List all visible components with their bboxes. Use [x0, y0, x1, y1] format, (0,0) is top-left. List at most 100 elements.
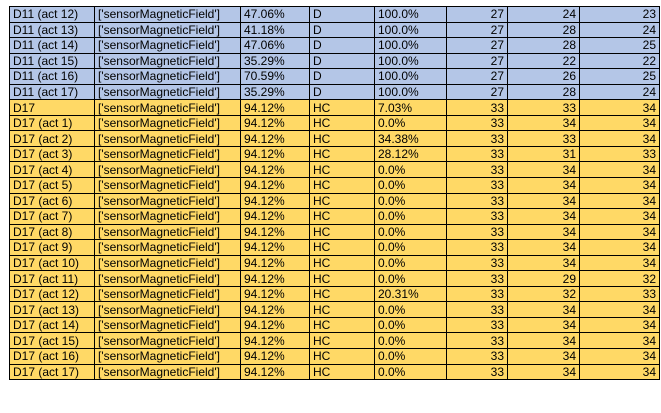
table-cell-sensor-list: ['sensorMagneticField'] — [94, 114, 241, 132]
table-cell-percent-value: 94.12% — [240, 301, 310, 318]
table-cell-count-c: 34 — [579, 348, 660, 365]
table-cell-count-b: 28 — [507, 37, 580, 54]
table-cell-count-a: 27 — [446, 83, 508, 101]
table-cell-count-c: 34 — [579, 254, 660, 272]
table-cell-row-label: D17 (act 7) — [9, 208, 95, 225]
table-cell-sensor-list: ['sensorMagneticField'] — [94, 208, 241, 225]
table-cell-percent-value: 94.12% — [240, 348, 310, 365]
table-cell-class-code: HC — [309, 254, 375, 272]
table-cell-count-a: 27 — [446, 68, 508, 85]
table-row: D17 (act 9) ['sensorMagneticField'] 94.12%… — [9, 239, 660, 256]
table-cell-class-code: HC — [309, 316, 375, 334]
table-cell-sensor-list: ['sensorMagneticField'] — [94, 6, 241, 23]
table-cell-count-a: 33 — [446, 301, 508, 318]
table-cell-count-c: 34 — [579, 301, 660, 318]
table-cell-count-b: 29 — [507, 270, 580, 287]
table-cell-count-a: 33 — [446, 285, 508, 303]
table-cell-count-a: 33 — [446, 177, 508, 194]
table-cell-count-c: 34 — [579, 130, 660, 147]
table-cell-count-a: 33 — [446, 192, 508, 210]
table-row: D17 (act 10) ['sensorMagneticField'] 94.12… — [9, 254, 660, 272]
table-cell-rate-value: 34.38% — [374, 130, 447, 147]
table-cell-sensor-list: ['sensorMagneticField'] — [94, 99, 241, 116]
table-cell-count-b: 24 — [507, 6, 580, 23]
table-cell-percent-value: 94.12% — [240, 363, 310, 381]
table-cell-rate-value: 0.0% — [374, 239, 447, 256]
table-cell-row-label: D17 (act 5) — [9, 177, 95, 194]
table-cell-count-b: 32 — [507, 285, 580, 303]
table-cell-sensor-list: ['sensorMagneticField'] — [94, 161, 241, 179]
table-cell-class-code: HC — [309, 363, 375, 381]
table-cell-count-a: 27 — [446, 6, 508, 23]
table-cell-count-c: 34 — [579, 223, 660, 241]
table-row: D17 (act 3) ['sensorMagneticField'] 94.12%… — [9, 145, 660, 163]
table-row: D17 (act 4) ['sensorMagneticField'] 94.12%… — [9, 161, 660, 179]
table-row: D17 (act 11) ['sensorMagneticField'] 94.12… — [9, 270, 660, 287]
table-cell-count-a: 33 — [446, 208, 508, 225]
table-cell-sensor-list: ['sensorMagneticField'] — [94, 145, 241, 163]
table-row: D17 (act 5) ['sensorMagneticField'] 94.12%… — [9, 177, 660, 194]
table-row: D17 (act 7) ['sensorMagneticField'] 94.12%… — [9, 208, 660, 225]
table-cell-percent-value: 94.12% — [240, 316, 310, 334]
table-cell-sensor-list: ['sensorMagneticField'] — [94, 37, 241, 54]
table-cell-class-code: HC — [309, 223, 375, 241]
table-cell-sensor-list: ['sensorMagneticField'] — [94, 130, 241, 147]
table-cell-count-b: 33 — [507, 99, 580, 116]
table-cell-row-label: D17 (act 12) — [9, 285, 95, 303]
table-body: D11 (act 12) ['sensorMagneticField'] 47.06… — [9, 6, 660, 381]
table-cell-row-label: D17 (act 11) — [9, 270, 95, 287]
table-cell-row-label: D17 (act 6) — [9, 192, 95, 210]
table-cell-count-c: 34 — [579, 192, 660, 210]
table-cell-class-code: HC — [309, 177, 375, 194]
table-cell-count-a: 33 — [446, 99, 508, 116]
table-cell-rate-value: 0.0% — [374, 363, 447, 381]
table-cell-count-b: 34 — [507, 161, 580, 179]
table-cell-count-a: 33 — [446, 332, 508, 350]
table-row: D17 (act 13) ['sensorMagneticField'] 94.12… — [9, 301, 660, 318]
table-cell-class-code: HC — [309, 332, 375, 350]
table-cell-row-label: D17 (act 3) — [9, 145, 95, 163]
table-cell-count-a: 33 — [446, 363, 508, 381]
table-cell-rate-value: 100.0% — [374, 6, 447, 23]
table-cell-rate-value: 0.0% — [374, 177, 447, 194]
table-cell-count-b: 31 — [507, 145, 580, 163]
table-cell-row-label: D11 (act 15) — [9, 52, 95, 70]
table-cell-count-a: 33 — [446, 239, 508, 256]
table-cell-rate-value: 0.0% — [374, 161, 447, 179]
table-cell-rate-value: 0.0% — [374, 348, 447, 365]
table-cell-count-a: 33 — [446, 130, 508, 147]
table-cell-class-code: HC — [309, 161, 375, 179]
table-cell-count-c: 25 — [579, 68, 660, 85]
table-cell-percent-value: 94.12% — [240, 114, 310, 132]
table-cell-rate-value: 7.03% — [374, 99, 447, 116]
table-row: D17 (act 14) ['sensorMagneticField'] 94.12… — [9, 316, 660, 334]
table-cell-class-code: HC — [309, 114, 375, 132]
table-cell-percent-value: 47.06% — [240, 6, 310, 23]
table-cell-sensor-list: ['sensorMagneticField'] — [94, 83, 241, 101]
table-cell-count-b: 34 — [507, 192, 580, 210]
table-cell-class-code: D — [309, 21, 375, 39]
table-cell-rate-value: 0.0% — [374, 208, 447, 225]
table-row: D11 (act 13) ['sensorMagneticField'] 41.18… — [9, 21, 660, 39]
table-cell-count-b: 28 — [507, 83, 580, 101]
table-cell-rate-value: 100.0% — [374, 21, 447, 39]
table-cell-count-c: 34 — [579, 316, 660, 334]
table-cell-class-code: HC — [309, 285, 375, 303]
table-cell-percent-value: 94.12% — [240, 223, 310, 241]
table-row: D17 (act 2) ['sensorMagneticField'] 94.12%… — [9, 130, 660, 147]
table-cell-class-code: D — [309, 37, 375, 54]
table-cell-percent-value: 47.06% — [240, 37, 310, 54]
table-cell-count-c: 34 — [579, 177, 660, 194]
table-cell-count-a: 33 — [446, 223, 508, 241]
table-cell-row-label: D11 (act 13) — [9, 21, 95, 39]
table-cell-percent-value: 41.18% — [240, 21, 310, 39]
table-cell-percent-value: 94.12% — [240, 177, 310, 194]
table-cell-class-code: HC — [309, 239, 375, 256]
table-cell-count-c: 34 — [579, 239, 660, 256]
table-row: D17 (act 17) ['sensorMagneticField'] 94.12… — [9, 363, 660, 381]
table-cell-row-label: D17 (act 8) — [9, 223, 95, 241]
table-cell-count-c: 34 — [579, 161, 660, 179]
table-cell-row-label: D17 (act 15) — [9, 332, 95, 350]
table-cell-class-code: D — [309, 68, 375, 85]
table-cell-percent-value: 94.12% — [240, 145, 310, 163]
